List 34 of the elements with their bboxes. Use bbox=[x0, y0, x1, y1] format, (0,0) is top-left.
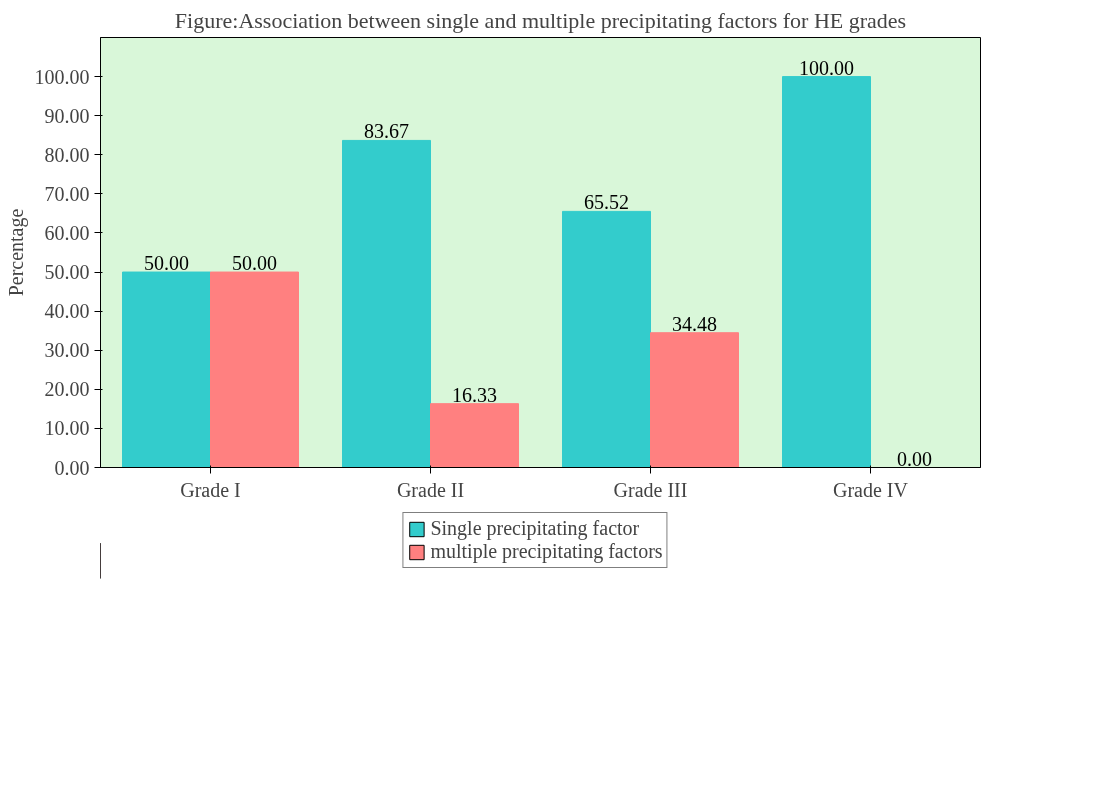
legend-label: multiple precipitating factors bbox=[430, 540, 663, 563]
bar bbox=[782, 76, 871, 468]
y-tick-label: 20.00 bbox=[44, 378, 90, 401]
bar bbox=[342, 139, 431, 468]
data-label: 83.67 bbox=[364, 120, 409, 143]
y-tick-label: 80.00 bbox=[44, 143, 90, 166]
y-tick-label: 100.00 bbox=[34, 65, 90, 88]
data-label: 50.00 bbox=[144, 252, 189, 275]
data-label: 50.00 bbox=[232, 252, 277, 275]
y-tick-label: 0.00 bbox=[54, 456, 90, 479]
data-label: 100.00 bbox=[799, 56, 854, 79]
y-tick-label: 90.00 bbox=[44, 104, 90, 127]
x-tick-label: Grade III bbox=[613, 478, 688, 501]
bar bbox=[650, 332, 739, 468]
y-tick-label: 10.00 bbox=[44, 417, 90, 440]
chart-title: Figure:Association between single and multiple precipitating factors for HE grades bbox=[174, 7, 907, 33]
x-tick-label: Grade II bbox=[396, 478, 465, 501]
data-label: 34.48 bbox=[672, 312, 717, 335]
data-label: 16.33 bbox=[452, 383, 497, 406]
x-tick-label: Grade IV bbox=[833, 478, 909, 501]
y-tick-label: 50.00 bbox=[44, 261, 90, 284]
y-tick-label: 40.00 bbox=[44, 300, 90, 323]
bar bbox=[430, 403, 519, 468]
bar bbox=[122, 271, 211, 468]
legend-label: Single precipitating factor bbox=[430, 517, 640, 540]
y-tick-label: 30.00 bbox=[44, 339, 90, 362]
y-tick-label: 70.00 bbox=[44, 182, 90, 205]
bar bbox=[210, 271, 299, 468]
data-label: 0.00 bbox=[897, 447, 932, 470]
bar bbox=[562, 210, 651, 468]
y-tick-label: 60.00 bbox=[44, 221, 90, 244]
x-tick-label: Grade I bbox=[180, 478, 241, 501]
y-axis-title: Percentage bbox=[4, 208, 28, 297]
data-label: 65.52 bbox=[584, 191, 629, 214]
